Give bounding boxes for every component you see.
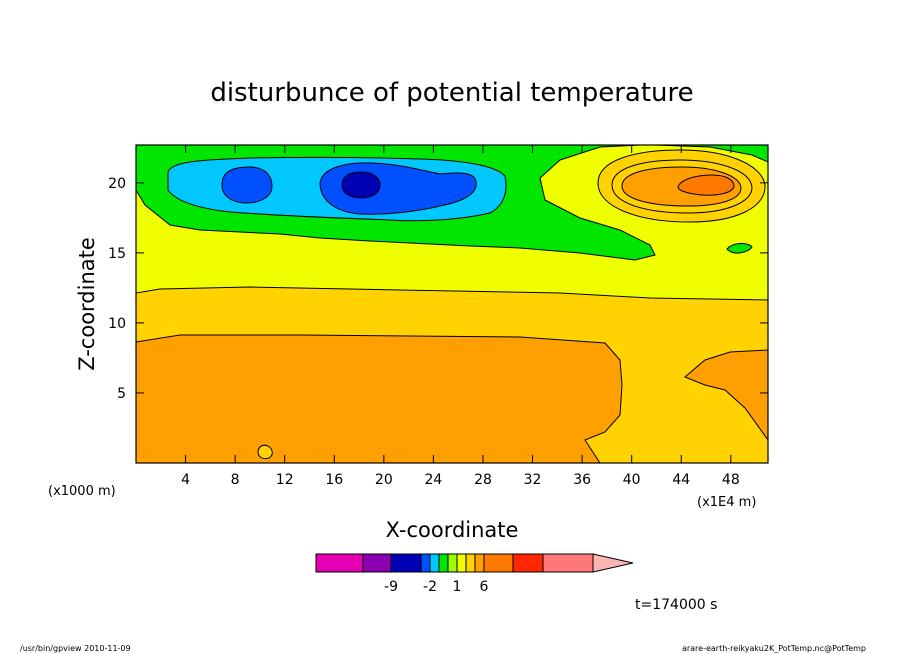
level-green-right (654, 145, 768, 163)
y-tick-label: 15 (108, 246, 126, 262)
x-tick-label: 12 (276, 472, 294, 488)
y-axis-ticks: 5 10 15 20 (108, 176, 768, 402)
x-tick-label: 28 (474, 472, 492, 488)
footer-left: /usr/bin/gpview 2010-11-09 (20, 644, 131, 653)
colorbar-swatch (315, 553, 364, 573)
colorbar-swatch (456, 553, 467, 573)
warm-core-peak (677, 174, 735, 196)
y-tick-label: 20 (108, 176, 126, 192)
footer-right: arare-earth-reikyaku2K_PotTemp.nc@PotTem… (682, 644, 866, 653)
x-tick-label: 32 (524, 472, 542, 488)
colorbar-swatch (447, 553, 458, 573)
colorbar-swatch (429, 553, 440, 573)
x-tick-label: 4 (181, 472, 190, 488)
level-green-spot (726, 243, 753, 254)
colorbar-swatch (390, 553, 422, 573)
colorbar-swatch (465, 553, 476, 573)
surface-spot (257, 444, 273, 460)
y-tick-label: 10 (108, 316, 126, 332)
colorbar-label: -2 (423, 579, 437, 595)
x-tick-label: 36 (573, 472, 591, 488)
colorbar-swatch (474, 553, 485, 573)
x-tick-label: 20 (375, 472, 393, 488)
colorbar-swatch (483, 553, 514, 573)
x-tick-label: 16 (325, 472, 343, 488)
contour-field (136, 145, 768, 463)
x-tick-label: 48 (722, 472, 740, 488)
colorbar-swatch (362, 553, 392, 573)
y-tick-label: 5 (117, 386, 126, 402)
x-unit-left: (x1000 m) (48, 484, 116, 499)
colorbar-label: 6 (480, 579, 489, 595)
colorbar: -9 -2 1 6 (315, 553, 634, 595)
colorbar-label: -9 (384, 579, 398, 595)
x-axis-ticks: 4 8 12 16 20 24 28 32 36 40 44 48 (181, 145, 740, 488)
colorbar-swatch (542, 553, 594, 573)
time-label: t=174000 s (635, 597, 717, 613)
plot-frame (135, 144, 769, 464)
level-navy (341, 171, 381, 199)
colorbar-arrow (592, 553, 634, 573)
colorbar-swatch (438, 553, 449, 573)
y-axis-label: Z-coordinate (75, 237, 99, 371)
x-unit-right: (x1E4 m) (697, 495, 756, 510)
x-axis-label: X-coordinate (386, 518, 519, 542)
colorbar-swatch (512, 553, 544, 573)
chart-title: disturbunce of potential temperature (210, 78, 693, 108)
x-tick-label: 24 (424, 472, 442, 488)
x-tick-label: 44 (672, 472, 690, 488)
colorbar-label: 1 (453, 579, 462, 595)
colorbar-swatch (420, 553, 431, 573)
level-blue-left (221, 166, 273, 204)
x-tick-label: 8 (231, 472, 240, 488)
x-tick-label: 40 (623, 472, 641, 488)
